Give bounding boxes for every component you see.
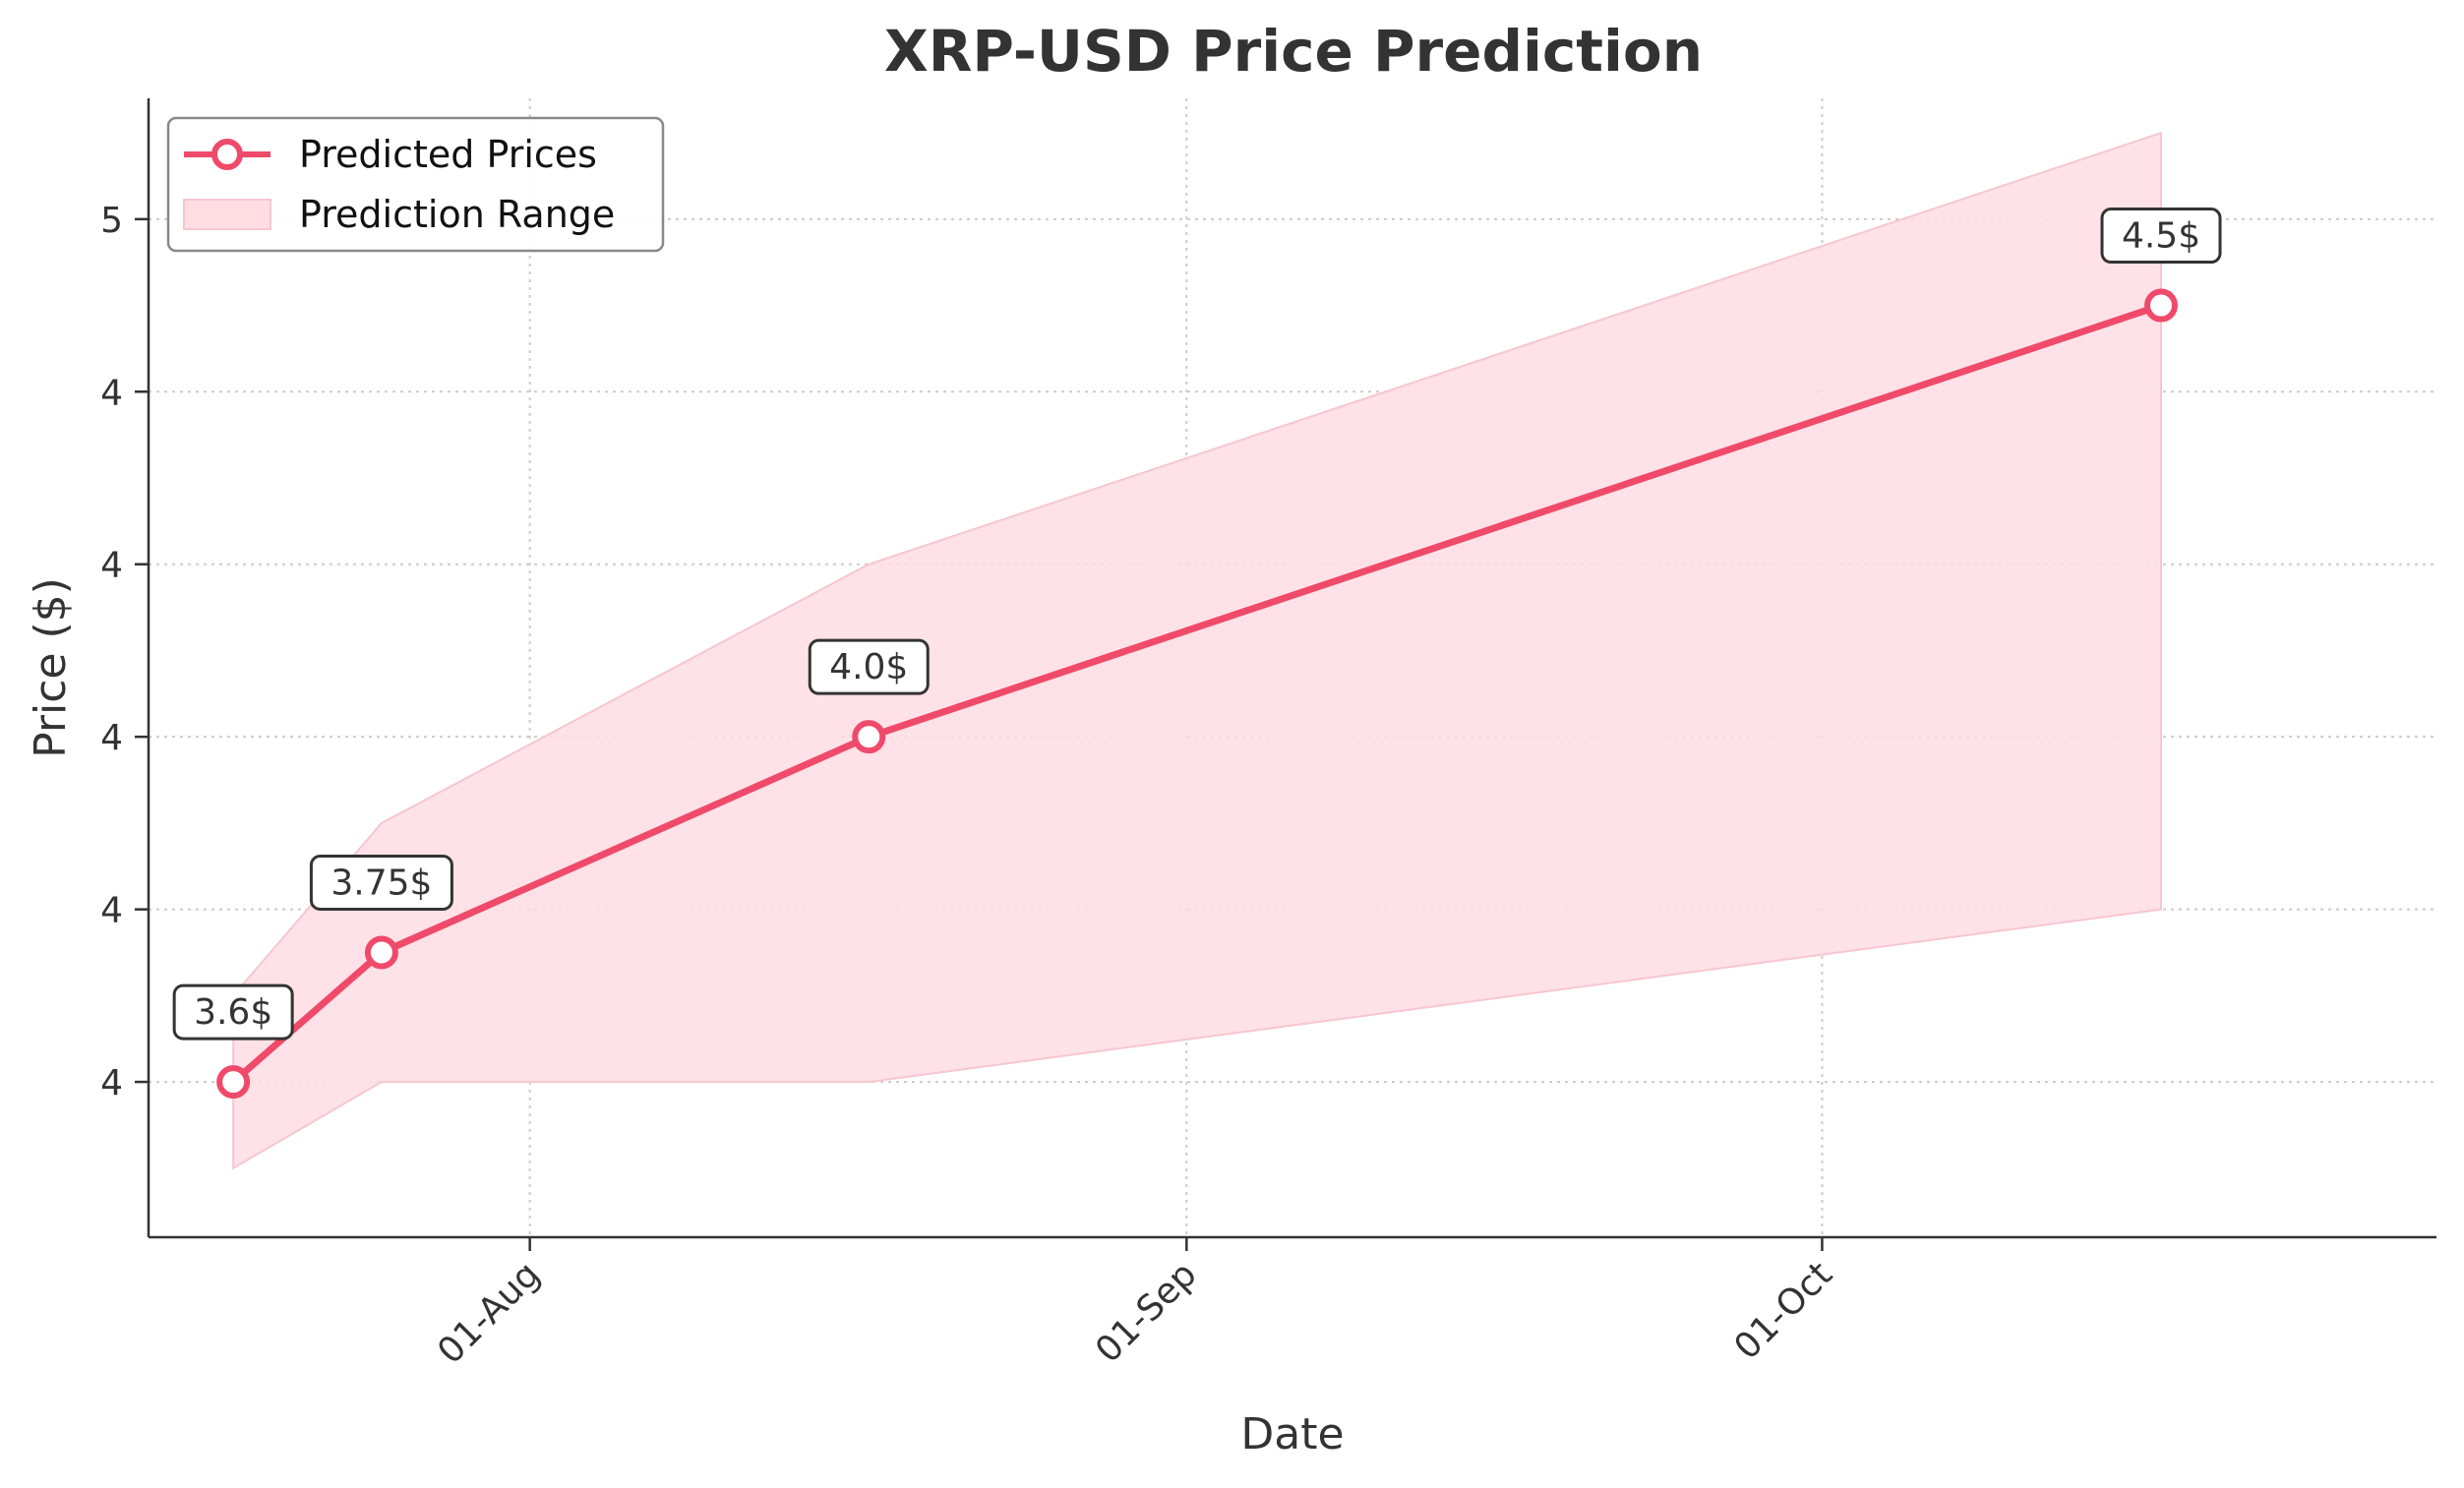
data-label-box [309,855,453,911]
data-label: 3.75$ [331,863,432,904]
data-point [2144,288,2179,323]
x-tick-label: 01-Oct [1726,1254,1839,1367]
legend-label-prediction-range: Prediction Range [299,193,615,236]
y-ticks: 4 4 4 4 4 5 [100,201,149,1103]
legend-label-predicted-prices: Predicted Prices [299,133,597,176]
data-label-box [2100,208,2222,265]
legend-marker-swatch [211,139,243,170]
y-tick-label: 4 [100,1063,123,1103]
y-axis-label: Price ($) [26,577,76,758]
data-labels: 3.6$ 3.75$ 4.0$ 4.5$ [172,208,2222,1041]
data-label: 4.5$ [2122,216,2200,257]
predicted-prices-points [216,288,2179,1100]
predicted-prices-line [229,302,2165,1086]
x-tick-label: 01-Sep [1088,1254,1205,1371]
legend: Predicted Prices Prediction Range [166,116,665,253]
data-label-box [808,638,930,695]
prediction-range-band [232,131,2163,1170]
y-tick-label: 4 [100,373,123,413]
y-tick-label: 5 [100,201,123,241]
x-ticks: 01-Aug 01-Sep 01-Oct [430,1237,1840,1372]
y-tick-label: 4 [100,891,123,931]
data-point [216,1065,251,1100]
chart-title: XRP-USD Price Prediction [884,18,1703,85]
data-point [364,935,398,970]
data-label-box [172,983,294,1041]
x-tick-label: 01-Aug [430,1254,548,1372]
data-label: 3.6$ [194,992,272,1033]
legend-area-swatch [183,199,271,230]
legend-frame [166,116,665,253]
data-point [852,720,886,754]
x-axis-label: Date [1240,1409,1344,1459]
data-label: 4.0$ [829,647,908,687]
y-tick-label: 4 [100,546,123,586]
y-tick-label: 4 [100,718,123,758]
prediction-range-area [232,131,2163,1170]
predicted-prices-polyline [229,302,2165,1086]
